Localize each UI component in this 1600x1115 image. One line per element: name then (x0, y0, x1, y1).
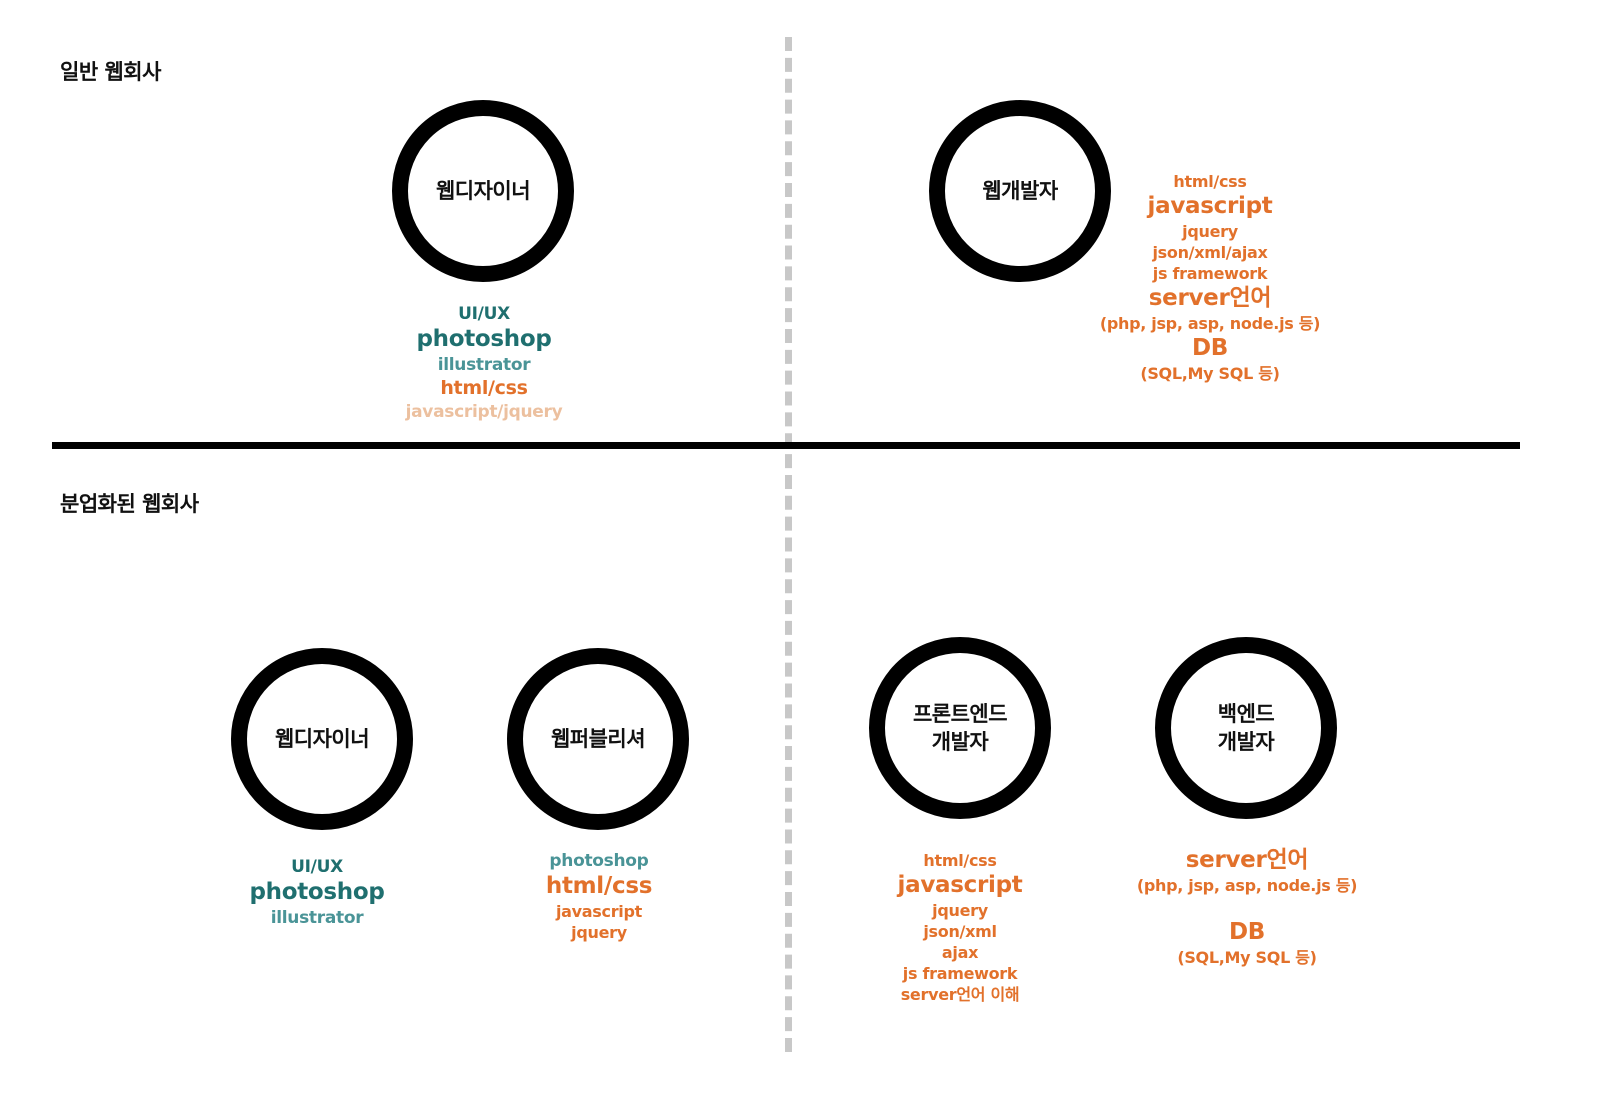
role-circle-frontend-developer: 프론트엔드 개발자 (869, 637, 1051, 819)
skill-item: photoshop (249, 879, 385, 905)
skills-web-publisher: photoshop html/css javascript jquery (499, 850, 699, 943)
skill-item: (SQL,My SQL 등) (1177, 948, 1317, 967)
skill-item: (SQL,My SQL 등) (1140, 364, 1280, 383)
skill-item: server언어 (1185, 847, 1309, 873)
skill-item: javascript (897, 872, 1023, 898)
section-title-general: 일반 웹회사 (60, 60, 161, 84)
role-circle-web-designer-divided: 웹디자이너 (231, 648, 413, 830)
role-label-line: 프론트엔드 (912, 702, 1008, 726)
skills-web-developer: html/css javascript jquery json/xml/ajax… (1090, 171, 1330, 384)
role-label: 웹디자이너 (435, 179, 531, 203)
skill-item: jquery (932, 901, 988, 920)
role-circle-web-developer: 웹개발자 (929, 100, 1111, 282)
role-label-line: 개발자 (1217, 730, 1275, 754)
skill-item: server언어 (1148, 285, 1272, 311)
skill-item: DB (1191, 335, 1229, 361)
skill-item: jquery (571, 923, 627, 942)
role-circle-backend-developer: 백엔드 개발자 (1155, 637, 1337, 819)
skills-web-designer: UI/UX photoshop illustrator html/css jav… (384, 303, 584, 423)
role-label: 웹개발자 (982, 179, 1058, 203)
role-label: 웹퍼블리셔 (550, 727, 646, 751)
role-label-line: 개발자 (931, 730, 989, 754)
skill-item: html/css (1173, 172, 1247, 191)
skill-item: json/xml/ajax (1152, 243, 1268, 262)
skill-item: js framework (902, 964, 1018, 983)
skills-backend-developer: server언어 (php, jsp, asp, node.js 등) DB (… (1127, 846, 1367, 968)
skill-item: photoshop (416, 326, 552, 352)
skills-frontend-developer: html/css javascript jquery json/xml ajax… (860, 850, 1060, 1005)
vertical-dashed-divider (785, 37, 792, 1052)
horizontal-divider (52, 442, 1520, 449)
skill-item: illustrator (437, 355, 531, 375)
skill-item: js framework (1152, 264, 1268, 283)
skill-item: server언어 이해 (900, 985, 1020, 1004)
skills-web-designer-divided: UI/UX photoshop illustrator (217, 856, 417, 929)
skill-item: UI/UX (291, 857, 343, 877)
skill-item: html/css (923, 851, 997, 870)
skill-item: photoshop (549, 851, 649, 871)
role-label-line: 백엔드 (1217, 702, 1275, 726)
role-circle-web-designer: 웹디자이너 (392, 100, 574, 282)
skill-item: html/css (440, 377, 528, 399)
role-label: 웹디자이너 (274, 727, 370, 751)
skill-item: javascript/jquery (405, 402, 563, 422)
skill-item: DB (1228, 919, 1266, 945)
role-circle-web-publisher: 웹퍼블리셔 (507, 648, 689, 830)
skill-item: json/xml (923, 922, 997, 941)
skill-item: (php, jsp, asp, node.js 등) (1136, 876, 1358, 895)
skill-item: ajax (941, 943, 979, 962)
skill-item: UI/UX (458, 304, 510, 324)
skill-item: (php, jsp, asp, node.js 등) (1099, 314, 1321, 333)
skill-item: javascript (556, 902, 642, 921)
section-title-divided: 분업화된 웹회사 (60, 492, 199, 516)
skill-item: illustrator (270, 908, 364, 928)
skill-item: html/css (545, 873, 653, 899)
skill-item: javascript (1147, 193, 1273, 219)
skill-item: jquery (1182, 222, 1238, 241)
